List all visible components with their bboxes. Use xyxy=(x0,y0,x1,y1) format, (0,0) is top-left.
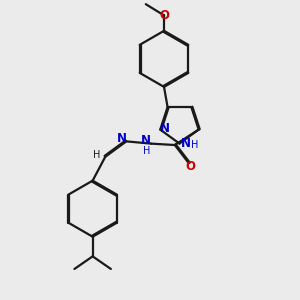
Text: H: H xyxy=(191,140,199,150)
Text: N: N xyxy=(181,137,190,150)
Text: N: N xyxy=(160,122,170,135)
Text: O: O xyxy=(159,9,169,22)
Text: H: H xyxy=(93,150,100,161)
Text: N: N xyxy=(141,134,151,147)
Text: N: N xyxy=(117,132,127,145)
Text: H: H xyxy=(142,146,150,157)
Text: O: O xyxy=(186,160,196,172)
